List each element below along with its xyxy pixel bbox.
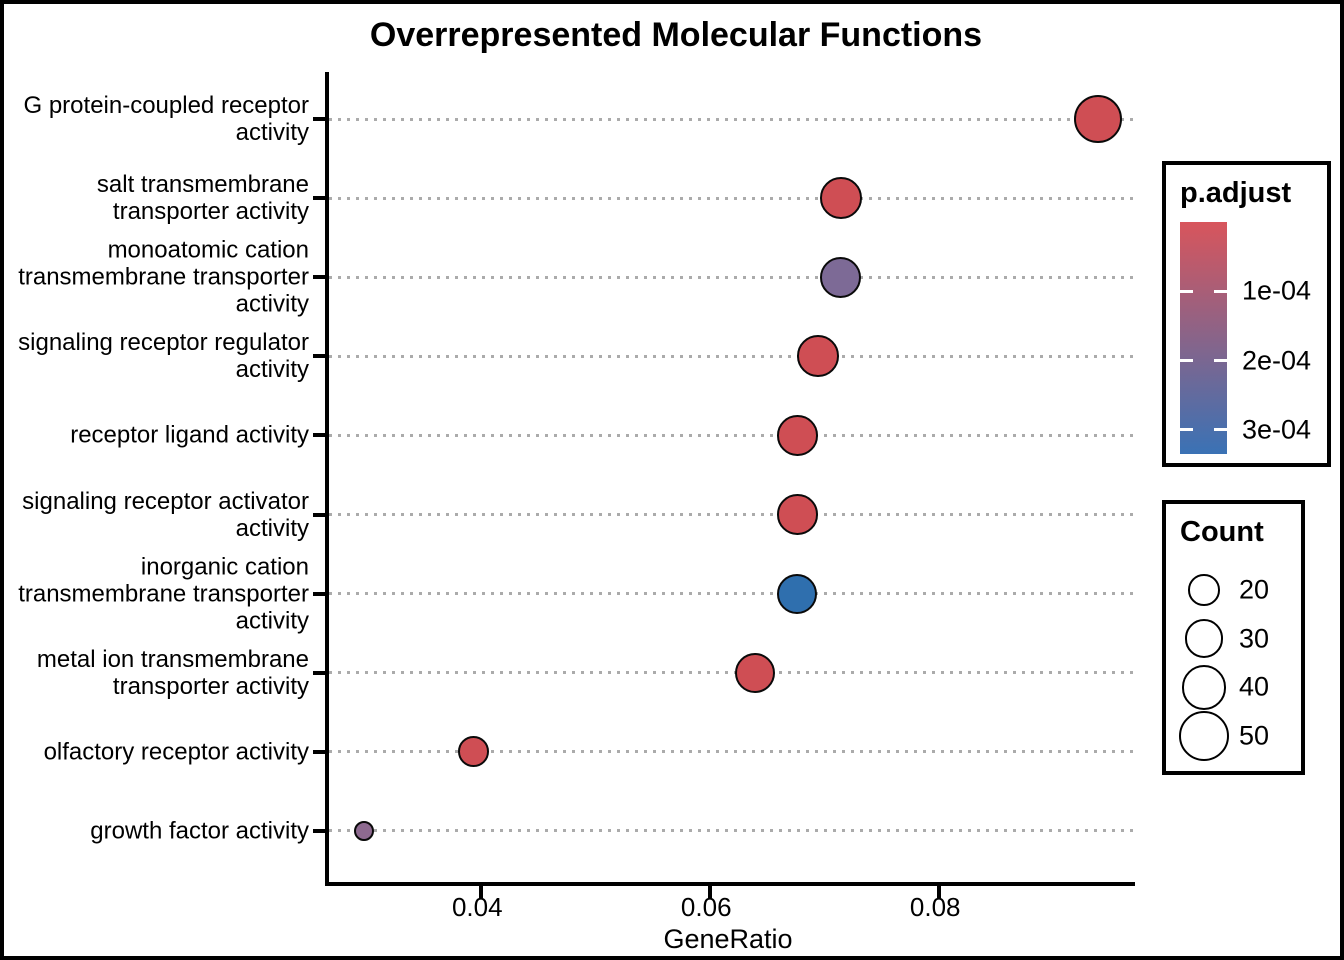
padjust-legend: p.adjust 1e-04 2e-04 3e-04 [1162, 161, 1331, 467]
y-axis-tick [313, 354, 326, 359]
y-axis-label: receptor ligand activity [70, 421, 309, 449]
colorbar-tick [1214, 289, 1227, 293]
y-axis-label: signaling receptor regulator activity [18, 329, 309, 384]
y-axis-tick [313, 670, 326, 675]
data-point [776, 494, 818, 535]
y-axis-tick [313, 749, 326, 754]
colorbar-tick [1214, 428, 1227, 432]
count-legend-title: Count [1180, 516, 1264, 548]
count-legend-label: 20 [1239, 574, 1270, 605]
count-legend-circle [1184, 619, 1224, 659]
grid-line [329, 592, 1135, 596]
x-tick-label: 0.04 [451, 892, 503, 922]
grid-line [329, 117, 1135, 121]
y-axis-tick [313, 433, 326, 438]
padjust-legend-title: p.adjust [1180, 177, 1292, 209]
count-legend-circle [1188, 574, 1220, 606]
count-legend-circle [1179, 711, 1229, 762]
count-legend: Count 20 30 40 50 [1162, 500, 1305, 775]
x-axis-tick [479, 886, 484, 898]
y-axis-label: salt transmembrane transporter activity [96, 171, 309, 226]
plot-panel [313, 72, 1135, 898]
data-point [734, 652, 775, 693]
grid-line [329, 433, 1135, 437]
data-point [776, 415, 818, 456]
x-axis-tick [708, 886, 713, 898]
grid-line [329, 671, 1135, 675]
colorbar-tick [1180, 428, 1193, 432]
y-axis-label: monoatomic cation transmembrane transpor… [18, 236, 309, 318]
count-legend-circle [1181, 665, 1227, 710]
data-point [354, 820, 375, 841]
count-legend-label: 50 [1239, 720, 1270, 751]
grid-line [329, 750, 1135, 754]
y-axis-tick [313, 512, 326, 517]
y-axis-label: inorganic cation transmembrane transport… [18, 553, 309, 635]
grid-line [329, 354, 1135, 358]
y-axis-label: growth factor activity [90, 817, 309, 845]
grid-line [329, 275, 1135, 279]
y-axis-label: olfactory receptor activity [43, 738, 309, 766]
data-point [457, 736, 489, 768]
chart-title: Overrepresented Molecular Functions [369, 16, 983, 54]
x-axis-title: GeneRatio [663, 924, 793, 954]
grid-line [329, 196, 1135, 200]
y-axis-tick [313, 828, 326, 833]
grid-line [329, 513, 1135, 516]
y-axis-label: G protein-coupled receptor activity [23, 92, 310, 146]
x-tick-label: 0.06 [680, 892, 732, 922]
count-legend-label: 30 [1239, 623, 1270, 654]
colorbar-tick-label: 1e-04 [1242, 275, 1312, 306]
data-point [777, 573, 818, 614]
y-axis-labels: G protein-coupled receptor activity salt … [4, 4, 310, 956]
grid-line [329, 829, 1135, 833]
count-legend-label: 40 [1239, 671, 1270, 702]
y-axis-tick [313, 591, 326, 596]
y-axis-tick [313, 196, 326, 201]
data-point [820, 256, 862, 298]
colorbar-tick [1180, 359, 1193, 362]
y-axis-label: signaling receptor activator activity [22, 487, 309, 542]
data-point [819, 177, 862, 219]
colorbar-tick-label: 3e-04 [1242, 414, 1312, 445]
x-axis-tick [937, 886, 942, 898]
y-axis-label: metal ion transmembrane transporter acti… [36, 645, 309, 700]
x-tick-label: 0.08 [909, 892, 961, 922]
padjust-colorbar [1180, 222, 1227, 454]
data-point [796, 335, 839, 378]
colorbar-tick [1214, 359, 1227, 362]
y-axis-tick [313, 275, 326, 280]
y-axis-tick [313, 117, 326, 121]
data-point [1074, 95, 1123, 143]
colorbar-tick-label: 2e-04 [1242, 345, 1312, 375]
colorbar-tick [1180, 289, 1193, 293]
